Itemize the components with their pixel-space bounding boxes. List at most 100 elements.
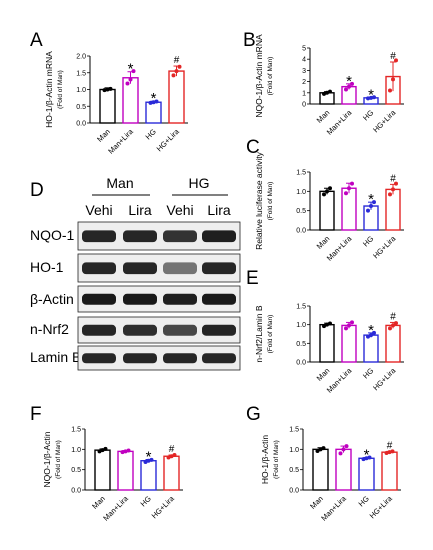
x-tick-label: HG+Lira — [371, 233, 398, 260]
panel-letter-b: B — [243, 30, 256, 51]
data-point — [369, 333, 373, 338]
data-point — [350, 81, 354, 86]
data-point — [388, 88, 392, 93]
data-point — [347, 323, 351, 328]
significance-star: * — [128, 61, 134, 78]
data-point — [366, 96, 370, 101]
y-tick-label: 1.5 — [76, 70, 86, 77]
chart-panel-e: 0.0 0.5 1.0 1.5 n-Nrf2/Lamin B (Fold of Man) M… — [254, 304, 404, 395]
blot-band — [202, 353, 236, 364]
blot-band — [202, 324, 236, 336]
x-tick-label: Man+Lira — [325, 365, 354, 394]
data-point — [97, 449, 102, 454]
y-tick-label: 1.5 — [296, 170, 306, 177]
significance-hash: # — [390, 51, 396, 62]
data-point — [372, 330, 376, 335]
data-point — [369, 204, 373, 209]
data-point — [321, 446, 326, 451]
data-point — [394, 321, 398, 326]
y-axis-label-unit: (Fold of Man) — [267, 57, 274, 96]
blot-band — [202, 262, 236, 275]
bar — [168, 70, 185, 124]
panel-letter-f: F — [30, 404, 42, 425]
x-tick-label: Man — [315, 366, 332, 383]
blot-band — [202, 293, 236, 305]
y-tick-label: 2.0 — [76, 54, 86, 61]
blot-band — [82, 353, 116, 364]
data-point — [391, 77, 395, 82]
blot-band — [163, 230, 197, 243]
data-point — [102, 88, 107, 93]
bar — [99, 88, 116, 124]
x-tick-label: Man — [315, 234, 332, 251]
y-tick-label: 0.0 — [296, 360, 306, 367]
y-tick-label: 1.5 — [296, 304, 306, 311]
blot-band — [123, 230, 157, 243]
significance-hash: # — [390, 173, 396, 184]
data-point — [344, 191, 348, 196]
x-tick-label: HG+Lira — [155, 126, 182, 153]
chart-panel-a: 0.0 0.5 1.0 1.5 2.0 HO-1/β-Actin mRNA (Fold of… — [44, 51, 188, 156]
data-point — [388, 326, 392, 331]
panel-letter-e: E — [246, 268, 259, 289]
x-tick-label: HG — [361, 234, 375, 248]
data-point — [350, 320, 354, 325]
data-point — [347, 84, 351, 89]
x-tick-label: Man+Lira — [325, 233, 354, 262]
blot-band — [163, 324, 197, 336]
data-point — [390, 449, 395, 454]
blot-band — [82, 324, 116, 336]
data-point — [361, 457, 366, 462]
data-point — [128, 77, 133, 82]
x-tick-label: Man+Lira — [325, 107, 354, 136]
x-tick-label: Man — [95, 127, 112, 144]
y-tick-label: 1.0 — [296, 189, 306, 196]
x-tick-label: HG+Lira — [371, 107, 398, 134]
significance-star: * — [364, 446, 370, 463]
blot-row-label: NQO-1 — [30, 227, 75, 243]
bar — [341, 187, 357, 231]
data-point — [143, 459, 148, 464]
blot-band — [123, 324, 157, 336]
data-point — [347, 186, 351, 191]
bar — [319, 323, 335, 363]
blot-band — [163, 353, 197, 364]
data-point — [151, 100, 156, 105]
bar — [122, 77, 139, 124]
y-axis-label: HO-1/β-Actin mRNA — [44, 51, 54, 128]
blot-lane-label: Vehi — [85, 202, 112, 218]
y-tick-label: 1.5 — [289, 427, 299, 434]
significance-hash: # — [174, 55, 180, 66]
data-point — [344, 87, 348, 92]
y-tick-label: 4 — [302, 57, 306, 64]
significance-hash: # — [390, 311, 396, 322]
data-point — [125, 81, 130, 86]
data-point — [322, 324, 326, 329]
bar — [385, 324, 401, 363]
x-tick-label: Man — [90, 494, 107, 511]
blot-lane-label: Vehi — [166, 202, 193, 218]
data-point — [344, 444, 349, 449]
blot-band — [202, 230, 236, 243]
data-point — [325, 90, 329, 95]
y-tick-label: 0.0 — [76, 121, 86, 128]
y-tick-label: 1.0 — [296, 322, 306, 329]
significance-hash: # — [387, 440, 393, 451]
y-axis-label-unit: (Fold of Man) — [273, 440, 280, 479]
bar — [319, 190, 335, 231]
bar — [163, 455, 180, 491]
data-point — [387, 450, 392, 455]
blot-row-label: n-Nrf2 — [30, 321, 69, 337]
data-point — [366, 208, 370, 213]
significance-star: * — [368, 191, 374, 208]
y-axis-label-unit: (Fold of Man) — [267, 315, 274, 354]
blot-lane-label: Lira — [207, 202, 231, 218]
significance-star: * — [146, 449, 152, 466]
blot-band — [123, 293, 157, 305]
panel-letter-d: D — [30, 180, 44, 201]
blot-group-label: HG — [189, 175, 210, 191]
data-point — [146, 458, 151, 463]
blot-band — [82, 293, 116, 305]
blot-band — [123, 353, 157, 364]
y-tick-label: 0.5 — [71, 467, 81, 474]
